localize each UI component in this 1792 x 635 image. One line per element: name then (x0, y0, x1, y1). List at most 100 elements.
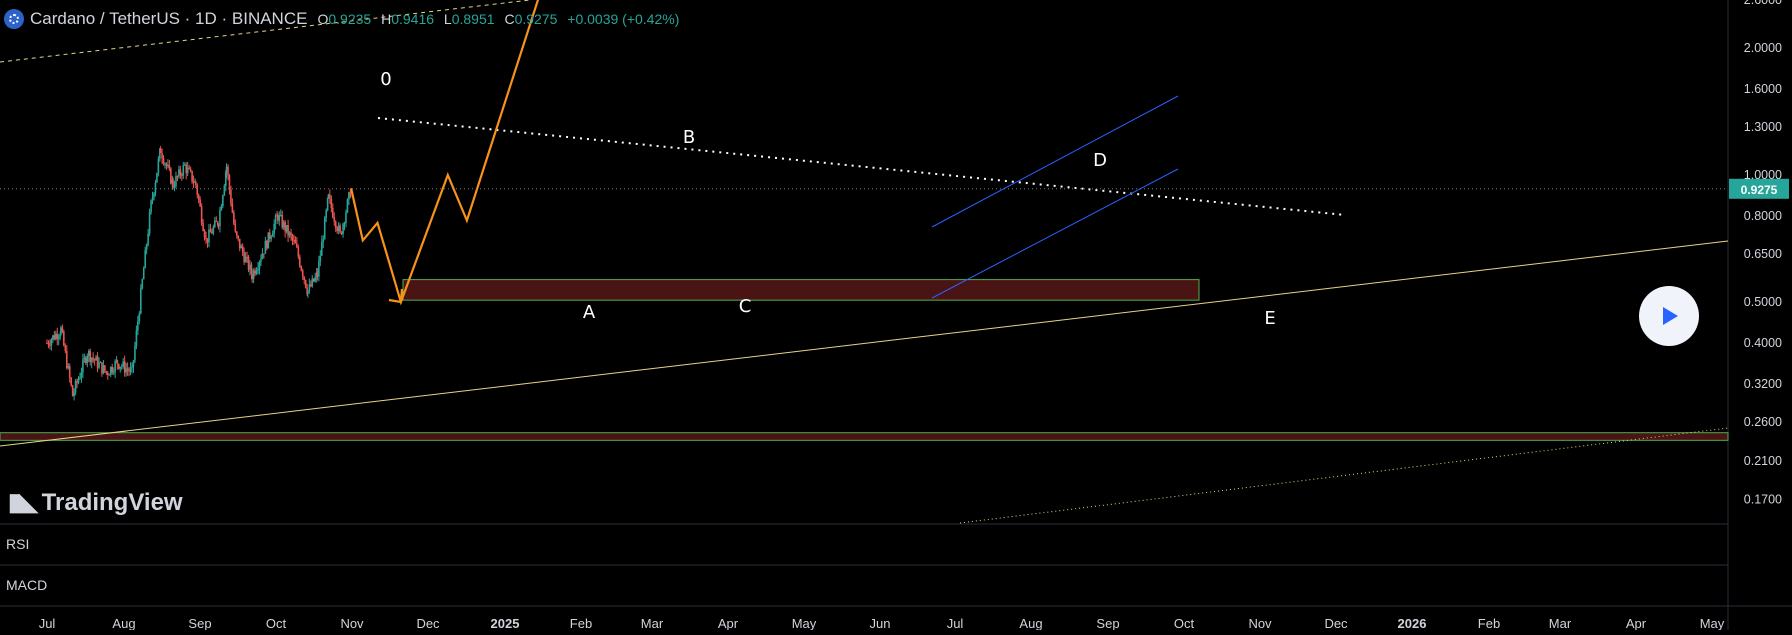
candle-body (250, 264, 253, 275)
candle-body (87, 350, 90, 356)
time-tick-label: Jun (870, 616, 891, 630)
candle-body (240, 246, 242, 249)
candle-body (178, 169, 180, 177)
price-tick-label: 0.2600 (1744, 415, 1782, 429)
price-tick-label: 0.8000 (1744, 209, 1782, 223)
candle-body (50, 339, 53, 346)
candle-body (183, 164, 186, 166)
candle-body (93, 359, 96, 361)
candle-body (153, 193, 155, 198)
candle-body (105, 371, 108, 373)
candle-body (234, 223, 237, 232)
candle-body (225, 172, 227, 186)
candle-body (134, 345, 136, 361)
candle-body (108, 374, 111, 376)
price-tick-label: 1.0000 (1744, 168, 1782, 182)
candle-body (214, 220, 216, 228)
candle-body (141, 279, 144, 289)
price-tick-label: 0.1700 (1744, 493, 1782, 507)
candle-body (96, 356, 99, 368)
candle-body (319, 255, 322, 262)
candle-body (241, 246, 244, 253)
candle-body (284, 222, 286, 232)
candle-body (281, 214, 284, 228)
candle-body (131, 366, 133, 368)
support-zone-2 (0, 432, 1729, 441)
candle-body (114, 361, 116, 373)
candle-body (168, 165, 171, 169)
candle-body (267, 232, 270, 249)
candle-body (233, 212, 235, 224)
candle-body (237, 235, 240, 239)
time-tick-label: Nov (1248, 616, 1272, 630)
projected-path-line (350, 0, 540, 306)
candle-body (285, 225, 288, 232)
candle-body (279, 214, 282, 216)
candle-body (243, 252, 245, 263)
candle-body (109, 366, 112, 375)
upper-dashed-trendline (0, 0, 531, 63)
wave-label-0: 0 (380, 69, 391, 90)
candle-body (333, 217, 336, 222)
last-price-value: 0.9275 (1741, 183, 1778, 197)
candle-body (217, 224, 220, 227)
candle-body (348, 192, 350, 200)
channel-lower-line (931, 168, 1179, 299)
candle-body (151, 197, 154, 201)
change-value: +0.0039 (+0.42%) (567, 11, 680, 27)
candle-body (345, 212, 347, 224)
candle-body (112, 372, 115, 374)
candle-body (167, 165, 169, 167)
rsi-pane-label[interactable]: RSI (6, 536, 30, 552)
candle-body (228, 175, 231, 190)
symbol-title[interactable]: Cardano / TetherUS · 1D · BINANCE (30, 9, 308, 28)
candle-body (137, 321, 139, 331)
macd-pane-label[interactable]: MACD (6, 577, 48, 593)
candle-body (192, 181, 195, 183)
candle-body (325, 210, 327, 218)
candle-body (182, 165, 185, 176)
candle-body (188, 167, 190, 169)
time-tick-label: Feb (1478, 616, 1500, 630)
candle-body (314, 276, 317, 282)
tradingview-logo[interactable]: ▮◣ TradingView (8, 488, 183, 517)
candle-body (211, 232, 213, 234)
candle-body (120, 366, 123, 368)
play-button[interactable] (1639, 286, 1699, 346)
high-label: H (381, 11, 392, 27)
candle-body (231, 203, 234, 213)
candle-body (264, 240, 267, 254)
candle-body (199, 199, 201, 207)
candle-body (216, 221, 219, 225)
candle-body (346, 199, 349, 213)
candle-body (47, 343, 50, 345)
candle-body (61, 327, 64, 332)
candle-body (185, 164, 188, 174)
candle-body (49, 344, 51, 346)
candle-body (59, 334, 61, 337)
candle-body (76, 381, 78, 383)
candle-body (273, 223, 275, 234)
candle-body (85, 357, 87, 363)
price-tick-label: 0.4000 (1744, 336, 1782, 350)
candle-body (219, 210, 221, 227)
candle-body (64, 345, 67, 351)
time-tick-label: Apr (1626, 616, 1647, 630)
candle-body (123, 361, 126, 373)
wave-label-D: D (1093, 150, 1107, 171)
candle-body (308, 284, 311, 292)
candle-body (312, 278, 315, 282)
candle-body (189, 168, 192, 171)
candle-body (135, 330, 138, 346)
time-tick-label: Mar (1549, 616, 1572, 630)
price-tick-label: 0.3200 (1744, 377, 1782, 391)
ohlc-readout: O0.9235 H0.9416 L0.8951 C0.9275 +0.0039 … (317, 11, 679, 27)
candle-body (80, 372, 83, 378)
play-icon (1663, 307, 1678, 325)
candle-body (258, 261, 261, 269)
candle-body (282, 222, 285, 228)
close-value: 0.9275 (514, 11, 558, 27)
candle-body (342, 224, 344, 234)
candle-body (150, 200, 152, 213)
